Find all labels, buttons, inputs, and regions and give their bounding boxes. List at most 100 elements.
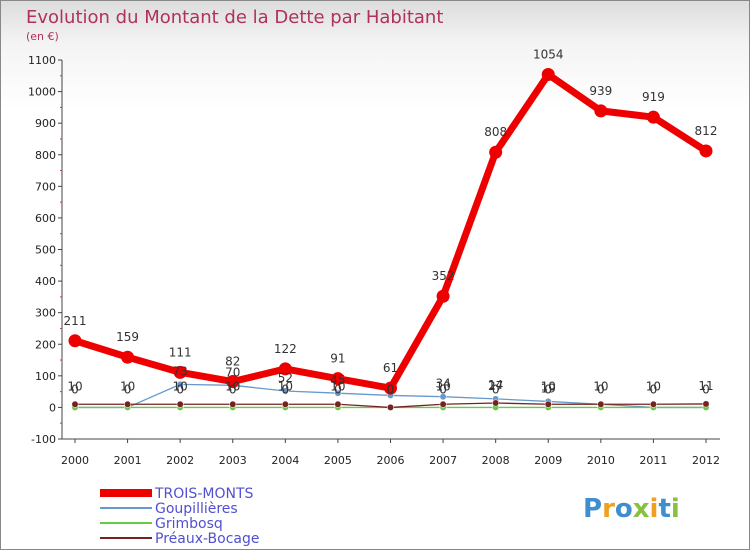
data-label: 211 <box>64 314 87 328</box>
y-tick-label: 1100 <box>28 54 56 67</box>
data-point <box>278 362 292 376</box>
data-point <box>489 145 503 159</box>
data-label: 0 <box>124 382 132 396</box>
x-tick-label: 2005 <box>324 454 352 467</box>
data-label: 34 <box>435 377 450 391</box>
x-tick-label: 2001 <box>114 454 142 467</box>
data-point <box>124 400 132 408</box>
legend: TROIS-MONTS Goupillières Grimbosq Préaux… <box>100 486 260 547</box>
data-label: 0 <box>544 382 552 396</box>
data-point <box>646 110 660 124</box>
data-labels: 211 159 111 82 122 91 61 352 808 1054 939 919 812 73 7… <box>64 48 718 397</box>
y-tick-label: 1000 <box>28 86 56 99</box>
data-point <box>176 380 184 388</box>
data-label: 10 <box>435 379 450 393</box>
data-point <box>387 403 394 411</box>
data-label: 0 <box>492 382 500 396</box>
data-label: 10 <box>67 379 82 393</box>
x-tick-label: 2009 <box>534 454 562 467</box>
y-tick-label: -100 <box>31 433 56 446</box>
data-label: 0 <box>176 382 184 396</box>
data-label: 10 <box>330 379 345 393</box>
data-point <box>229 400 237 408</box>
data-point <box>384 381 397 395</box>
data-label: 61 <box>383 361 398 375</box>
x-tick-label: 2007 <box>429 454 457 467</box>
legend-label: Goupillières <box>155 501 238 517</box>
data-point <box>334 400 342 408</box>
data-point <box>173 365 187 379</box>
data-point <box>436 289 450 303</box>
legend-item-preaux-bocage: Préaux-Bocage <box>100 531 260 547</box>
legend-label: Préaux-Bocage <box>155 531 260 547</box>
data-point <box>281 400 289 408</box>
data-label: 10 <box>278 379 293 393</box>
data-label: 10 <box>173 379 188 393</box>
data-label: 91 <box>330 352 345 366</box>
data-point <box>331 372 345 386</box>
data-label: 1054 <box>533 48 564 62</box>
y-tick-label: 200 <box>35 338 56 351</box>
data-label: 14 <box>488 378 503 392</box>
data-label: 82 <box>225 355 240 369</box>
y-ticks: -100 0 100 200 300 400 500 600 700 800 900 1000 1100 <box>28 54 62 446</box>
data-point <box>334 389 342 397</box>
data-point <box>649 400 657 408</box>
data-label: 812 <box>695 124 718 138</box>
y-tick-label: 300 <box>35 307 56 320</box>
data-label: 352 <box>432 269 455 283</box>
data-point <box>71 400 79 408</box>
data-point <box>68 334 82 348</box>
chart-subtitle: (en €) <box>26 30 59 43</box>
data-point <box>281 387 289 395</box>
data-label: 19 <box>541 381 556 395</box>
data-point <box>594 104 608 118</box>
x-tick-label: 2008 <box>482 454 510 467</box>
x-ticks: 2000 2001 2002 2003 2004 2005 2006 2007 2008 2009… <box>61 439 720 467</box>
data-label: 73 <box>173 364 188 378</box>
y-tick-label: 0 <box>49 401 56 414</box>
data-label: 0 <box>650 382 658 396</box>
data-label: 0 <box>334 382 342 396</box>
legend-item-grimbosq: Grimbosq <box>100 516 223 532</box>
data-point <box>699 144 713 158</box>
y-tick-label: 400 <box>35 275 56 288</box>
legend-label: TROIS-MONTS <box>154 486 253 502</box>
data-label: 10 <box>120 379 135 393</box>
data-label: 10 <box>541 379 556 393</box>
y-tick-label: 900 <box>35 117 56 130</box>
data-point <box>226 375 240 389</box>
data-label: 919 <box>642 90 665 104</box>
data-label: 52 <box>278 371 293 385</box>
data-point <box>439 393 447 401</box>
data-label: 808 <box>484 125 507 139</box>
data-point <box>702 400 710 408</box>
x-tick-label: 2006 <box>377 454 405 467</box>
legend-item-goupillieres: Goupillières <box>100 501 238 517</box>
x-tick-label: 2010 <box>587 454 615 467</box>
y-tick-label: 600 <box>35 212 56 225</box>
data-point <box>121 350 135 364</box>
data-label: 0 <box>387 382 395 396</box>
legend-item-trois-monts: TROIS-MONTS <box>100 486 253 502</box>
data-point <box>492 399 500 407</box>
data-label: 45 <box>330 373 345 387</box>
data-label: 70 <box>225 365 240 379</box>
data-label: 0 <box>71 382 79 396</box>
data-label: 0 <box>229 382 237 396</box>
x-tick-label: 2011 <box>639 454 667 467</box>
data-point <box>597 400 605 408</box>
y-tick-label: 500 <box>35 244 56 257</box>
data-label: 939 <box>589 84 612 98</box>
y-tick-label: 800 <box>35 149 56 162</box>
data-label: 10 <box>646 379 661 393</box>
data-label: 11 <box>698 379 713 393</box>
data-label: 0 <box>439 382 447 396</box>
series-line-0 <box>71 71 710 392</box>
proxiti-logo-text: Proxiti <box>583 494 680 524</box>
data-point <box>439 400 447 408</box>
x-tick-label: 2012 <box>692 454 720 467</box>
data-point <box>176 400 184 408</box>
